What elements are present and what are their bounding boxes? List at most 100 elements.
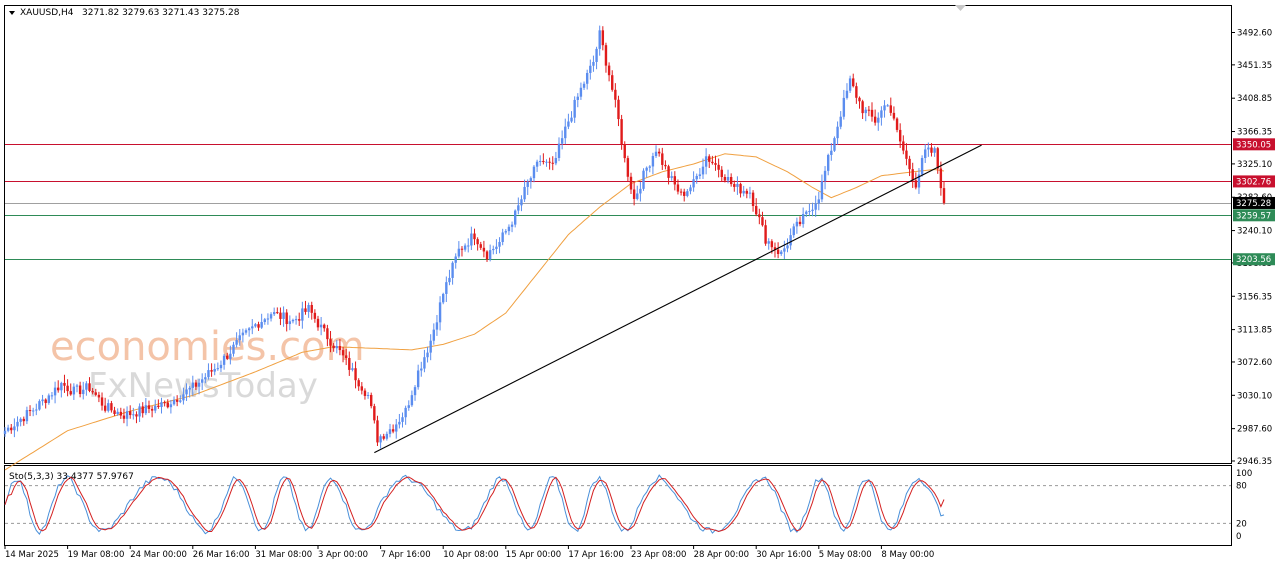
candle-body bbox=[57, 387, 60, 391]
candle-body bbox=[332, 345, 335, 349]
candle-body bbox=[113, 410, 116, 415]
candle-body bbox=[91, 390, 94, 393]
candle-body bbox=[304, 308, 307, 312]
candle-body bbox=[229, 353, 232, 359]
candle-body bbox=[319, 324, 323, 328]
candle-body bbox=[695, 175, 698, 180]
candle-body bbox=[404, 407, 407, 418]
candle-body bbox=[313, 312, 317, 319]
candle-body bbox=[614, 89, 617, 100]
level-tag-bg bbox=[1233, 253, 1275, 266]
candle-body bbox=[301, 308, 304, 321]
candle-body bbox=[226, 355, 229, 359]
candle-body bbox=[41, 399, 44, 402]
candle-body bbox=[917, 174, 921, 188]
candle-body bbox=[792, 226, 795, 236]
candle-body bbox=[855, 86, 858, 98]
candle-body bbox=[786, 245, 789, 249]
candle-body bbox=[883, 105, 886, 111]
candle-body bbox=[842, 97, 846, 117]
candle-body bbox=[748, 192, 752, 194]
candle-body bbox=[263, 319, 266, 323]
candle-body bbox=[460, 248, 464, 250]
candle-body bbox=[163, 402, 166, 404]
candle-body bbox=[573, 99, 576, 118]
candle-body bbox=[564, 126, 567, 139]
candle-body bbox=[150, 408, 154, 411]
time-axis: 14 Mar 2025 19 Mar 08:00 24 Mar 00:00 26 Ma… bbox=[4, 545, 934, 560]
candle-body bbox=[880, 110, 883, 118]
candle-body bbox=[517, 205, 520, 211]
candle-body bbox=[620, 119, 623, 145]
candle-body bbox=[13, 426, 16, 431]
candle-body bbox=[498, 241, 501, 247]
candle-body bbox=[861, 101, 864, 114]
level-tag-label: 3275.28 bbox=[1236, 199, 1271, 209]
candle-body bbox=[820, 181, 824, 200]
candle-body bbox=[726, 177, 730, 181]
candle-body bbox=[85, 383, 88, 390]
candle-body bbox=[82, 389, 85, 395]
candle-body bbox=[676, 184, 680, 192]
candle-body bbox=[507, 226, 511, 232]
candle-body bbox=[845, 90, 849, 98]
candle-body bbox=[870, 109, 874, 117]
candle-body bbox=[886, 105, 889, 107]
candle-body bbox=[435, 322, 439, 330]
time-tick-label: 19 Mar 08:00 bbox=[68, 550, 125, 560]
candle-body bbox=[179, 400, 182, 402]
time-tick-label: 5 May 08:00 bbox=[819, 550, 872, 560]
stochastic-label: Sto(5,3,3) 33.4377 57.9767 bbox=[9, 472, 134, 482]
price-tick-label: 3366.35 bbox=[1237, 128, 1272, 138]
candle-body bbox=[927, 147, 930, 150]
candle-body bbox=[551, 162, 554, 164]
candle-body bbox=[495, 246, 498, 249]
candle-body bbox=[307, 305, 310, 312]
candle-body bbox=[654, 151, 658, 157]
candle-body bbox=[448, 277, 451, 283]
time-tick-label: 28 Apr 00:00 bbox=[694, 550, 749, 560]
candle-body bbox=[241, 332, 245, 336]
candle-body bbox=[520, 199, 523, 206]
candle-body bbox=[751, 192, 755, 206]
candle-body bbox=[908, 158, 911, 170]
candlesticks bbox=[3, 25, 946, 449]
time-tick-label: 15 Apr 00:00 bbox=[506, 550, 561, 560]
candle-body bbox=[323, 324, 326, 329]
candle-body bbox=[66, 385, 69, 392]
candle-body bbox=[529, 178, 533, 182]
candle-body bbox=[391, 429, 395, 432]
candle-body bbox=[770, 241, 774, 248]
candle-body bbox=[288, 321, 292, 325]
candle-body bbox=[119, 411, 123, 416]
candle-body bbox=[607, 65, 611, 76]
candle-body bbox=[254, 324, 257, 327]
horizontal-levels bbox=[5, 144, 1231, 260]
candle-body bbox=[354, 368, 357, 381]
dropdown-triangle-icon[interactable] bbox=[9, 11, 15, 15]
candle-body bbox=[31, 410, 35, 412]
candle-body bbox=[548, 161, 551, 163]
candle-body bbox=[895, 118, 899, 130]
candle-body bbox=[432, 329, 436, 341]
candle-body bbox=[35, 409, 38, 411]
candle-body bbox=[670, 176, 673, 178]
watermark-fxnewstoday: FxNewsToday bbox=[88, 366, 318, 406]
candle-body bbox=[69, 391, 72, 395]
shift-marker-icon[interactable] bbox=[955, 5, 966, 11]
candle-body bbox=[160, 402, 163, 407]
candle-body bbox=[463, 245, 467, 250]
stochastic-frame bbox=[4, 465, 1232, 546]
candle-body bbox=[717, 164, 720, 170]
candle-body bbox=[852, 78, 855, 87]
candle-body bbox=[485, 251, 489, 260]
candle-body bbox=[197, 382, 201, 387]
candle-body bbox=[473, 233, 476, 240]
candle-body bbox=[326, 328, 329, 340]
candle-body bbox=[266, 318, 270, 320]
candle-body bbox=[100, 397, 104, 406]
candle-body bbox=[344, 355, 348, 358]
trendline bbox=[374, 144, 982, 454]
candle-body bbox=[892, 112, 896, 119]
candle-body bbox=[482, 247, 486, 252]
